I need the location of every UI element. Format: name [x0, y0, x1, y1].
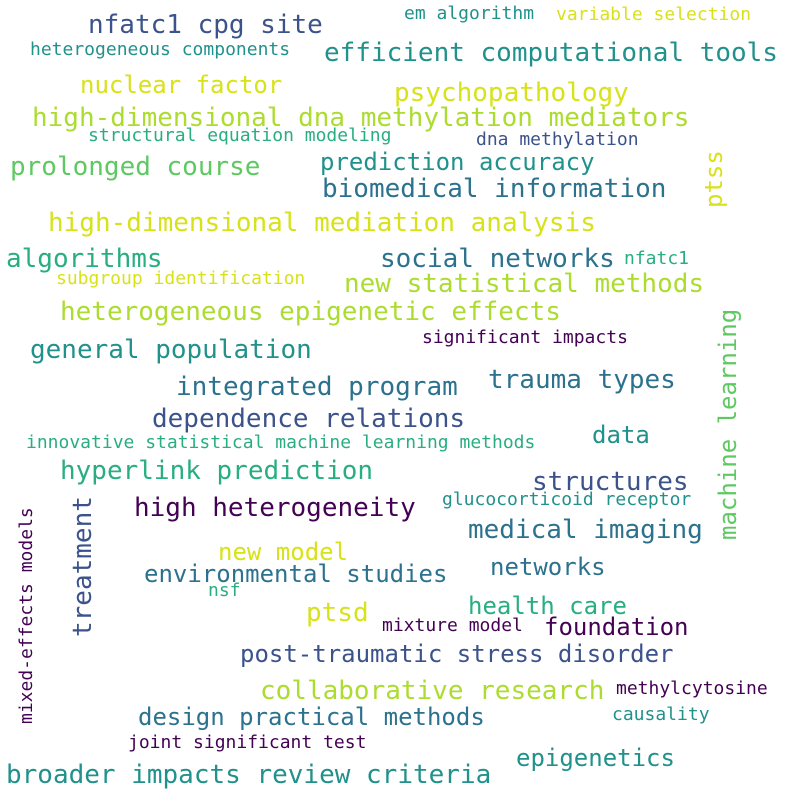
word-machine-learning: machine learning [714, 308, 742, 540]
word-epigenetics: epigenetics [516, 744, 675, 772]
word-glucocorticoid-receptor: glucocorticoid receptor [442, 489, 692, 510]
word-broader-impacts-review-criteria: broader impacts review criteria [6, 760, 492, 790]
word-collaborative-research: collaborative research [260, 676, 605, 706]
word-significant-impacts: significant impacts [422, 327, 628, 348]
word-high-dimensional-mediation-analysis: high-dimensional mediation analysis [48, 208, 596, 238]
word-networks: networks [490, 553, 606, 581]
word-efficient-computational-tools: efficient computational tools [324, 38, 778, 68]
word-nfatc1-cpg-site: nfatc1 cpg site [88, 10, 323, 40]
word-high-heterogeneity: high heterogeneity [134, 493, 416, 523]
word-general-population: general population [30, 335, 312, 365]
word-subgroup-identification: subgroup identification [56, 268, 306, 289]
word-new-statistical-methods: new statistical methods [344, 269, 705, 299]
word-joint-significant-test: joint significant test [128, 732, 367, 753]
word-environmental-studies: environmental studies [144, 560, 448, 588]
word-new-model: new model [218, 538, 349, 566]
word-nsf: nsf [208, 580, 241, 601]
word-methylcytosine: methylcytosine [616, 678, 768, 699]
word-mixture-model: mixture model [382, 615, 523, 636]
word-nuclear-factor: nuclear factor [80, 71, 283, 99]
word-innovative-statistical-machine-learning-methods: innovative statistical machine learning … [26, 432, 536, 453]
word-algorithms: algorithms [6, 244, 163, 274]
word-trauma-types: trauma types [488, 365, 676, 395]
word-high-dimensional-dna-methylation-mediators: high-dimensional dna methylation mediato… [32, 103, 690, 133]
word-heterogeneous-components: heterogeneous components [30, 39, 291, 60]
word-social-networks: social networks [380, 244, 615, 274]
word-health-care: health care [468, 592, 627, 620]
word-medical-imaging: medical imaging [468, 515, 703, 545]
word-prolonged-course: prolonged course [10, 152, 261, 182]
word-heterogeneous-epigenetic-effects: heterogeneous epigenetic effects [60, 297, 561, 327]
word-design-practical-methods: design practical methods [138, 703, 485, 731]
word-hyperlink-prediction: hyperlink prediction [60, 456, 374, 486]
word-ptss: ptss [700, 150, 728, 208]
word-ptsd: ptsd [306, 598, 369, 628]
word-biomedical-information: biomedical information [322, 174, 667, 204]
word-causality: causality [612, 704, 710, 725]
word-dependence-relations: dependence relations [152, 404, 466, 434]
word-em-algorithm: em algorithm [404, 3, 535, 24]
word-variable-selection: variable selection [556, 4, 752, 25]
word-dna-methylation: dna methylation [476, 129, 639, 150]
word-psychopathology: psychopathology [394, 78, 629, 108]
word-prediction-accuracy: prediction accuracy [320, 148, 595, 176]
word-nfatc1: nfatc1 [624, 248, 690, 269]
word-structures: structures [532, 467, 689, 497]
word-structural-equation-modeling: structural equation modeling [88, 125, 392, 146]
word-foundation: foundation [544, 613, 689, 641]
word-integrated-program: integrated program [176, 372, 458, 402]
word-treatment: treatment [68, 496, 98, 637]
word-post-traumatic-stress-disorder: post-traumatic stress disorder [240, 640, 674, 668]
word-data: data [592, 421, 650, 449]
word-mixed-effects-models: mixed-effects models [16, 507, 37, 724]
